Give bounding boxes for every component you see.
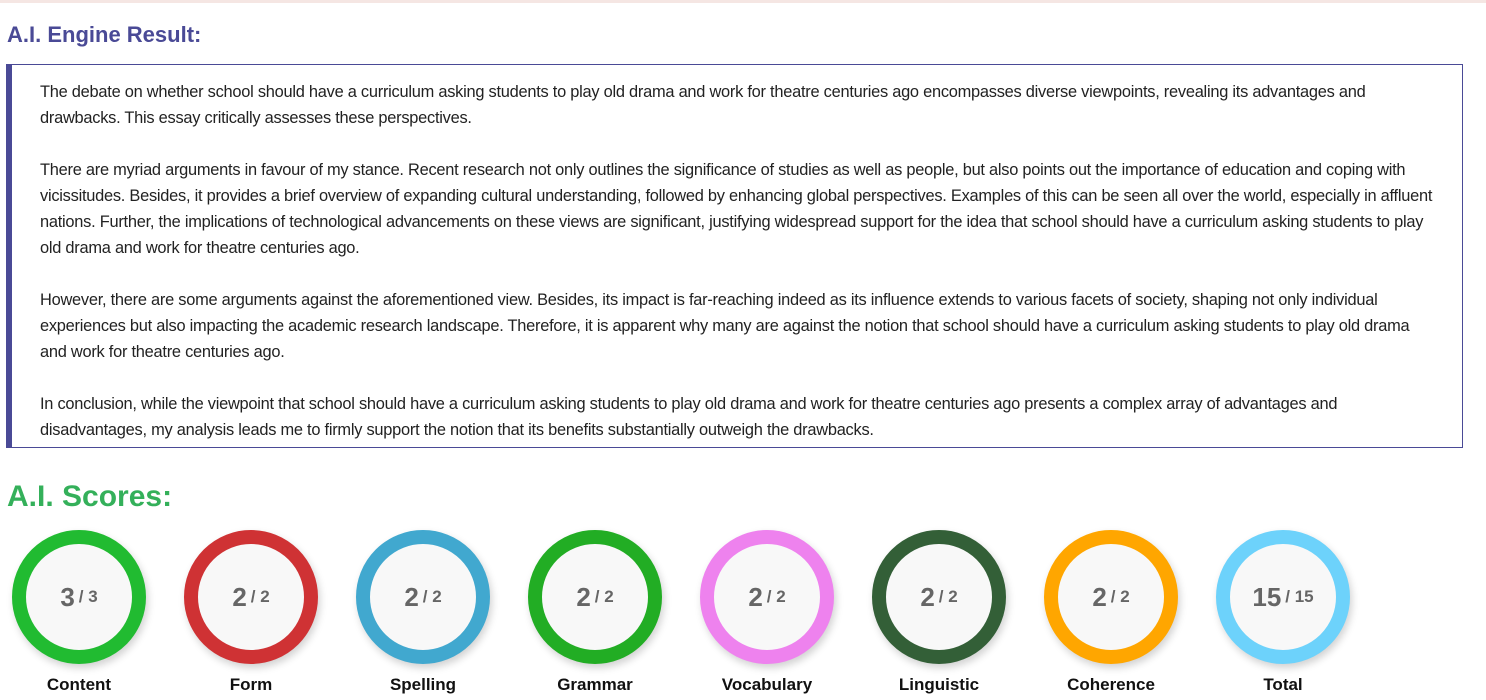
score-value: 2 [748,581,763,612]
score-grammar: 2/ 2 Grammar [527,530,663,695]
score-value: 2 [576,581,591,612]
scores-row: 3/ 3 Content 2/ 2 Form 2/ 2 Spelling 2/ … [11,530,1387,695]
score-label: Form [229,675,273,694]
score-label: Coherence [1067,675,1155,694]
essay-paragraph-intro: The debate on whether school should have… [40,83,1366,127]
essay-paragraph-for: There are myriad arguments in favour of … [40,161,1433,257]
score-total: 15/ 15 Total [1215,530,1351,695]
score-ring: 3/ 3 [12,530,146,664]
score-content: 3/ 3 Content [11,530,147,695]
score-form: 2/ 2 Form [183,530,319,695]
score-max: / 2 [250,587,270,606]
score-label: Vocabulary [721,675,813,694]
score-coherence: 2/ 2 Coherence [1043,530,1179,695]
score-ring: 2/ 2 [872,530,1006,664]
scores-title: A.I. Scores: [7,480,173,513]
score-label: Total [1263,675,1303,694]
essay-text: The debate on whether school should have… [40,79,1438,469]
score-value: 2 [404,581,419,612]
score-max: / 2 [938,587,958,606]
score-max: / 2 [766,587,786,606]
score-linguistic: 2/ 2 Linguistic [871,530,1007,695]
score-ring: 2/ 2 [356,530,490,664]
score-label: Content [46,675,112,694]
score-value: 2 [920,581,935,612]
engine-result-box: The debate on whether school should have… [6,64,1463,448]
top-divider [0,0,1486,3]
score-ring: 2/ 2 [528,530,662,664]
score-label: Spelling [389,675,457,694]
score-value: 2 [232,581,247,612]
essay-paragraph-conclusion: In conclusion, while the viewpoint that … [40,395,1338,439]
score-vocabulary: 2/ 2 Vocabulary [699,530,835,695]
essay-paragraph-against: However, there are some arguments agains… [40,291,1410,361]
score-max: / 15 [1285,587,1314,606]
score-label: Linguistic [898,675,980,694]
score-value: 3 [60,581,75,612]
score-max: / 2 [422,587,442,606]
score-ring: 2/ 2 [1044,530,1178,664]
score-spelling: 2/ 2 Spelling [355,530,491,695]
score-max: / 3 [78,587,98,606]
score-ring: 15/ 15 [1216,530,1350,664]
score-ring: 2/ 2 [184,530,318,664]
score-label: Grammar [557,675,633,694]
score-value: 2 [1092,581,1107,612]
engine-result-title: A.I. Engine Result: [7,22,202,47]
score-max: / 2 [594,587,614,606]
score-value: 15 [1252,581,1282,612]
score-max: / 2 [1110,587,1130,606]
score-ring: 2/ 2 [700,530,834,664]
